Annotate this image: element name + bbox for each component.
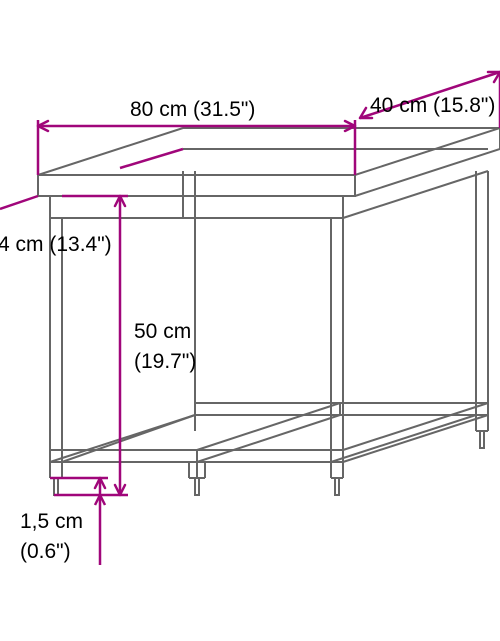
technical-drawing-container: 80 cm (31.5") 40 cm (15.8") 4 cm (13.4")…: [0, 0, 500, 641]
dimension-lines: [0, 72, 500, 565]
table-structure: [38, 128, 500, 495]
foot-label-2: (0.6"): [20, 540, 71, 564]
depth-label: 40 cm (15.8"): [370, 94, 495, 118]
inner-depth-label: 4 cm (13.4"): [0, 233, 112, 257]
foot-label-1: 1,5 cm: [20, 510, 83, 534]
height-label-2: (19.7"): [134, 350, 196, 374]
width-label: 80 cm (31.5"): [130, 98, 255, 122]
height-label-1: 50 cm: [134, 320, 191, 344]
